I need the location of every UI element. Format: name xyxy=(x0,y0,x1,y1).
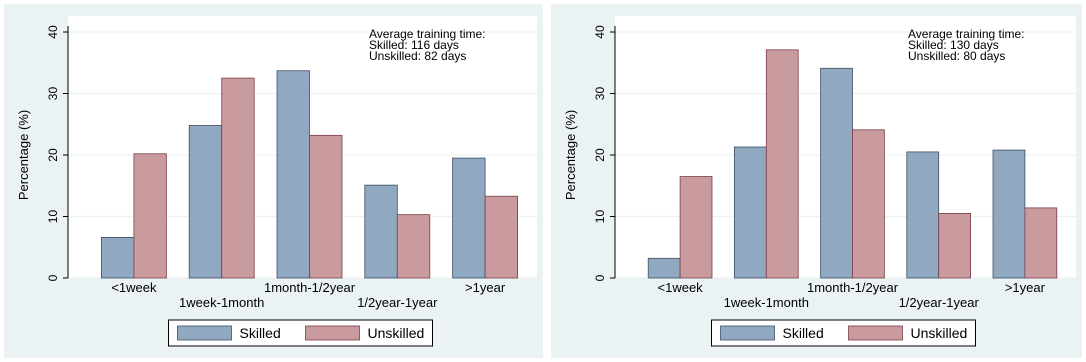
y-tick-label: 40 xyxy=(593,25,607,39)
skilled-bar xyxy=(101,237,135,279)
skilled-bar xyxy=(992,149,1026,279)
skilled-bar xyxy=(452,157,486,279)
skilled-bar xyxy=(906,151,940,279)
x-category-label: <1week xyxy=(111,280,157,295)
x-category-label: 1month-1/2year xyxy=(264,280,356,295)
skilled-bar xyxy=(276,70,310,279)
unskilled-bar xyxy=(1024,207,1058,279)
y-tick-label: 0 xyxy=(46,274,60,281)
y-tick-label: 0 xyxy=(593,274,607,281)
unskilled-bar xyxy=(396,214,431,279)
y-axis-title: Percentage (%) xyxy=(16,110,31,200)
unskilled-bar xyxy=(309,134,343,279)
skilled-bar xyxy=(188,125,223,279)
skilled-bar xyxy=(820,67,853,279)
legend-swatch-skilled xyxy=(177,325,232,341)
y-tick-label: 40 xyxy=(46,25,60,39)
y-tick-label: 10 xyxy=(46,210,60,224)
chart-svg: 0 10 20 30 40 Percentage (%) <1week 1week-1mont… xyxy=(551,4,1082,358)
skilled-bar xyxy=(647,257,681,279)
unskilled-bar xyxy=(221,77,255,279)
annotation-line: Unskilled: 82 days xyxy=(369,49,466,63)
y-tick-label: 10 xyxy=(593,210,607,224)
skilled-bar xyxy=(734,146,767,279)
y-tick-label: 20 xyxy=(593,148,607,162)
y-tick-label: 30 xyxy=(593,87,607,101)
annotation-line: Average training time: xyxy=(908,27,1025,41)
y-tick-label: 20 xyxy=(46,148,60,162)
annotation-line: Skilled: 116 days xyxy=(369,38,459,52)
x-category-label: <1week xyxy=(658,280,704,295)
unskilled-bar xyxy=(484,195,518,279)
x-category-label: 1month-1/2year xyxy=(807,280,899,295)
chart-panel-right: 0 10 20 30 40 Percentage (%) <1week 1week-1mont… xyxy=(551,4,1082,358)
legend-label-skilled: Skilled xyxy=(783,325,824,341)
y-axis-title: Percentage (%) xyxy=(563,110,578,200)
chart-panel-left: 0 10 20 30 40 Percentage (%) <1week 1week-1mont… xyxy=(4,4,543,358)
legend-label-unskilled: Unskilled xyxy=(911,325,968,341)
unskilled-bar xyxy=(852,129,885,279)
chart-svg: 0 10 20 30 40 Percentage (%) <1week 1week-1mont… xyxy=(4,4,543,358)
legend-label-unskilled: Unskilled xyxy=(368,325,425,341)
x-category-label: >1year xyxy=(465,280,506,295)
annotation-line: Unskilled: 80 days xyxy=(908,49,1005,63)
x-category-label: 1/2year-1year xyxy=(899,295,980,310)
legend-swatch-skilled xyxy=(720,325,775,341)
x-category-label: >1year xyxy=(1005,280,1046,295)
unskilled-bar xyxy=(133,153,167,279)
x-category-label: 1week-1month xyxy=(724,295,809,310)
skilled-bar xyxy=(364,184,398,279)
legend-swatch-unskilled xyxy=(848,325,903,341)
unskilled-bar xyxy=(938,213,971,279)
x-category-label: 1week-1month xyxy=(179,295,264,310)
annotation-line: Average training time: xyxy=(369,27,486,41)
legend-label-skilled: Skilled xyxy=(240,325,281,341)
y-tick-label: 30 xyxy=(46,87,60,101)
unskilled-bar xyxy=(765,49,799,279)
annotation-line: Skilled: 130 days xyxy=(908,38,999,52)
x-category-label: 1/2year-1year xyxy=(357,295,438,310)
unskilled-bar xyxy=(679,176,713,279)
legend-swatch-unskilled xyxy=(305,325,360,341)
